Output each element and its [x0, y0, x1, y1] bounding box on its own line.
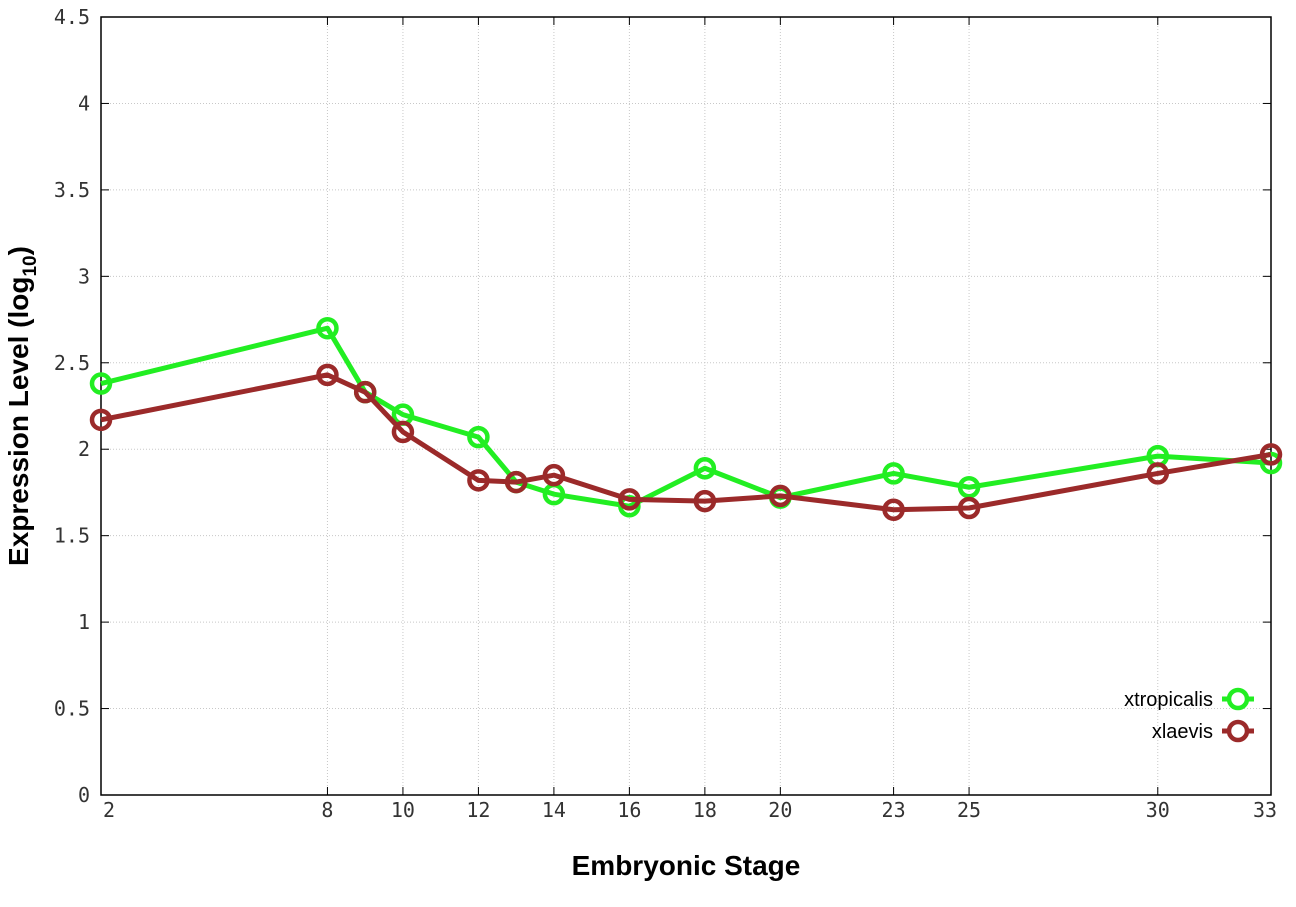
y-axis-title: Expression Level (log10) — [3, 246, 41, 566]
y-axis-title-close: ) — [3, 246, 34, 255]
xlaevis-data-point — [1259, 443, 1283, 466]
y-tick-label: 0.5 — [54, 697, 90, 721]
xlaevis-data-point — [957, 496, 981, 520]
y-tick-label: 0 — [78, 783, 90, 807]
x-tick-label: 12 — [466, 798, 490, 822]
x-tick-label: 2 — [103, 798, 115, 822]
xlaevis-data-point — [542, 463, 566, 487]
xlaevis-data-point — [882, 498, 905, 521]
xlaevis-data-point — [504, 470, 528, 494]
y-tick-label: 4.5 — [54, 5, 90, 29]
y-tick-label: 2.5 — [54, 351, 90, 375]
xtropicalis-data-point — [1259, 451, 1283, 475]
xtropicalis-data-point — [467, 425, 490, 449]
legend-marker-xlaevis — [1226, 719, 1250, 743]
x-tick-label: 14 — [542, 798, 566, 822]
xlaevis-series-line — [100, 372, 1272, 513]
axis-ticks: 2 8 10 12 14 16 18 20 23 25 30 33 0 0.5 1 1.5 2 2.5 3 3.5 4 4… — [54, 5, 1277, 822]
x-tick-label: 23 — [882, 798, 906, 822]
xtropicalis-series-line — [100, 325, 1272, 509]
x-tick-label: 33 — [1253, 798, 1277, 822]
x-tick-label: 30 — [1146, 798, 1170, 822]
y-tick-label: 4 — [78, 91, 90, 115]
xtropicalis-data-point — [89, 372, 113, 395]
xlaevis-data-point — [316, 363, 339, 387]
xlaevis-data-point — [769, 484, 792, 508]
y-axis-title-subscript: 10 — [20, 255, 41, 276]
x-axis-title: Embryonic Stage — [572, 850, 801, 881]
xlaevis-data-point — [391, 420, 415, 444]
x-tick-label: 20 — [768, 798, 792, 822]
y-tick-label: 2 — [78, 437, 90, 461]
xlaevis-data-point — [353, 380, 377, 404]
y-tick-label: 1 — [78, 610, 90, 634]
legend-marker-xtropicalis — [1226, 687, 1250, 711]
plot-frame — [100, 16, 1272, 796]
xtropicalis-data-point — [882, 462, 905, 485]
x-tick-label: 18 — [693, 798, 717, 822]
xtropicalis-data-point — [316, 316, 339, 340]
xlaevis-data-point — [1146, 462, 1170, 485]
xlaevis-data-point — [693, 489, 717, 513]
xlaevis-data-point — [618, 488, 641, 511]
xtropicalis-data-point — [957, 476, 981, 499]
xtropicalis-data-point — [693, 456, 717, 480]
legend: xtropicalis xlaevis — [1124, 687, 1254, 743]
x-tick-label: 25 — [957, 798, 981, 822]
x-tick-label: 10 — [391, 798, 415, 822]
legend-label-xlaevis: xlaevis — [1152, 721, 1213, 743]
y-tick-label: 1.5 — [54, 524, 90, 548]
y-axis-title-main: Expression Level (log — [3, 277, 34, 566]
y-tick-label: 3.5 — [54, 178, 90, 202]
xlaevis-data-point — [467, 469, 490, 492]
x-tick-label: 8 — [321, 798, 333, 822]
grid-lines — [101, 17, 1271, 795]
legend-label-xtropicalis: xtropicalis — [1124, 689, 1213, 711]
y-tick-label: 3 — [78, 264, 90, 288]
x-tick-label: 16 — [617, 798, 641, 822]
series-lines — [89, 316, 1283, 521]
xlaevis-data-point — [89, 408, 113, 432]
